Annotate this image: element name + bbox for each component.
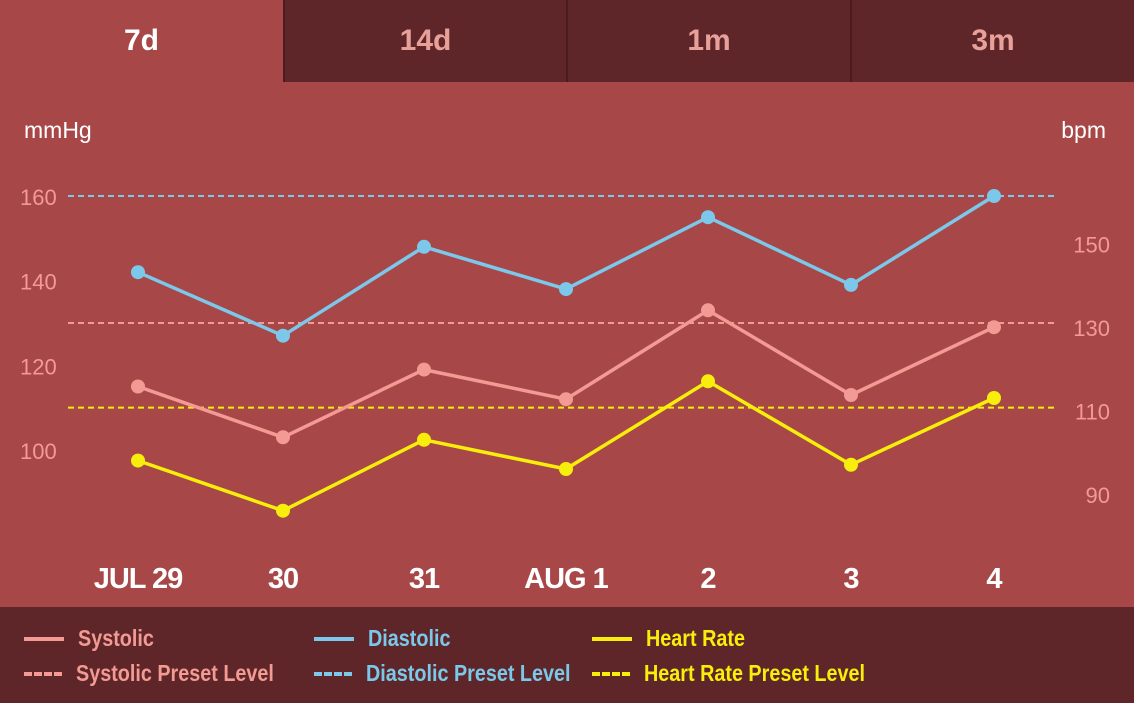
point-heart-rate-4 bbox=[701, 374, 715, 389]
point-heart-rate-1 bbox=[276, 503, 290, 518]
right-tick-90: 90 bbox=[1086, 483, 1110, 508]
point-diastolic-6 bbox=[987, 189, 1001, 203]
tab-1m[interactable]: 1m bbox=[566, 0, 850, 82]
point-heart-rate-2 bbox=[417, 432, 431, 447]
point-diastolic-1 bbox=[276, 328, 290, 343]
left-axis-unit: mmHg bbox=[24, 117, 92, 143]
legend-label-heart-rate: Heart Rate bbox=[646, 625, 745, 651]
legend-item-diastolic-preset: Diastolic Preset Level bbox=[314, 660, 604, 687]
legend-label-heart-rate-preset: Heart Rate Preset Level bbox=[644, 660, 865, 686]
tab-7d[interactable]: 7d bbox=[0, 0, 283, 82]
point-heart-rate-5 bbox=[844, 457, 858, 472]
left-tick-160: 160 bbox=[20, 185, 57, 210]
left-tick-120: 120 bbox=[20, 354, 57, 379]
point-systolic-4 bbox=[701, 303, 715, 318]
legend-swatch-systolic bbox=[24, 636, 64, 641]
left-tick-100: 100 bbox=[20, 439, 57, 464]
chart-legend: Systolic Diastolic Heart Rate Systolic P… bbox=[0, 607, 1134, 703]
point-diastolic-2 bbox=[417, 239, 431, 254]
legend-item-diastolic: Diastolic bbox=[314, 625, 464, 652]
legend-swatch-heart-rate bbox=[592, 636, 632, 641]
tab-3m[interactable]: 3m bbox=[850, 0, 1134, 82]
legend-label-systolic-preset: Systolic Preset Level bbox=[76, 660, 274, 686]
point-diastolic-5 bbox=[844, 277, 858, 292]
point-diastolic-3 bbox=[559, 282, 573, 297]
right-tick-110: 110 bbox=[1075, 400, 1110, 425]
x-label-30: 30 bbox=[268, 563, 298, 595]
legend-swatch-diastolic-preset bbox=[314, 671, 352, 676]
range-tabs: 7d 14d 1m 3m bbox=[0, 0, 1134, 82]
x-label-3: 3 bbox=[843, 563, 859, 595]
x-label-31: 31 bbox=[409, 563, 440, 595]
point-heart-rate-6 bbox=[987, 391, 1001, 405]
x-label-2: 2 bbox=[700, 563, 715, 595]
point-systolic-2 bbox=[417, 362, 431, 377]
legend-item-systolic: Systolic bbox=[24, 625, 166, 652]
point-heart-rate-3 bbox=[559, 462, 573, 476]
legend-item-heart-rate-preset: Heart Rate Preset Level bbox=[592, 660, 901, 687]
legend-swatch-systolic-preset bbox=[24, 671, 62, 676]
tab-14d[interactable]: 14d bbox=[283, 0, 566, 82]
point-diastolic-0 bbox=[131, 265, 145, 280]
x-label-jul-29: JUL 29 bbox=[94, 563, 183, 595]
legend-label-diastolic: Diastolic bbox=[368, 625, 451, 651]
blood-pressure-chart: mmHg bpm 100 120 140 160 90 110 130 150 JUL 29 30 31… bbox=[20, 117, 1110, 595]
x-label-4: 4 bbox=[986, 563, 1002, 595]
point-systolic-1 bbox=[276, 430, 290, 445]
legend-item-heart-rate: Heart Rate bbox=[592, 625, 761, 652]
legend-label-systolic: Systolic bbox=[78, 625, 154, 651]
point-heart-rate-0 bbox=[131, 453, 145, 468]
series-line-diastolic bbox=[137, 194, 995, 338]
right-axis-unit: bpm bbox=[1061, 117, 1106, 143]
point-systolic-6 bbox=[987, 320, 1001, 335]
legend-label-diastolic-preset: Diastolic Preset Level bbox=[366, 660, 571, 686]
right-tick-150: 150 bbox=[1073, 232, 1110, 257]
legend-swatch-heart-rate-preset bbox=[592, 671, 630, 676]
point-systolic-3 bbox=[559, 392, 573, 407]
legend-item-systolic-preset: Systolic Preset Level bbox=[24, 660, 306, 687]
point-diastolic-4 bbox=[701, 210, 715, 225]
legend-swatch-diastolic bbox=[314, 636, 354, 641]
point-systolic-0 bbox=[131, 379, 145, 394]
right-tick-130: 130 bbox=[1073, 316, 1110, 341]
x-label-aug-1: AUG 1 bbox=[524, 563, 609, 595]
point-systolic-5 bbox=[844, 388, 858, 402]
left-tick-140: 140 bbox=[20, 270, 57, 295]
